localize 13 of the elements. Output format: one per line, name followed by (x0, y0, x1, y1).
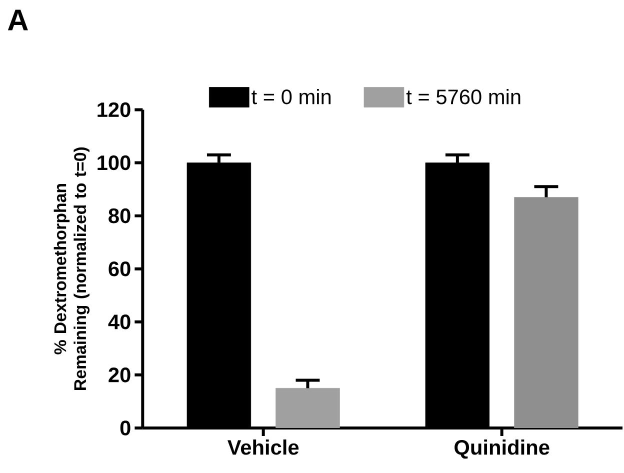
y-tick-label: 40 (108, 314, 130, 330)
y-tick-label: 0 (120, 420, 130, 436)
text: A (8, 10, 28, 30)
y-tick-label: 60 (108, 262, 130, 276)
y-tick-label: 100 (98, 155, 130, 170)
y-axis-title: % Dextromethorphan Remaining (normalized to t=0) (54, 147, 90, 390)
y-tick-label: 20 (108, 368, 130, 382)
legend-label: t = 0 min (252, 89, 331, 104)
y-tick-label: 120 (98, 102, 130, 118)
legend-label: t = 5760 min (406, 89, 520, 104)
y-tick-label: 80 (108, 208, 130, 224)
x-tick-label: Vehicle (228, 440, 299, 455)
x-tick-label: Quinidine (454, 440, 550, 459)
